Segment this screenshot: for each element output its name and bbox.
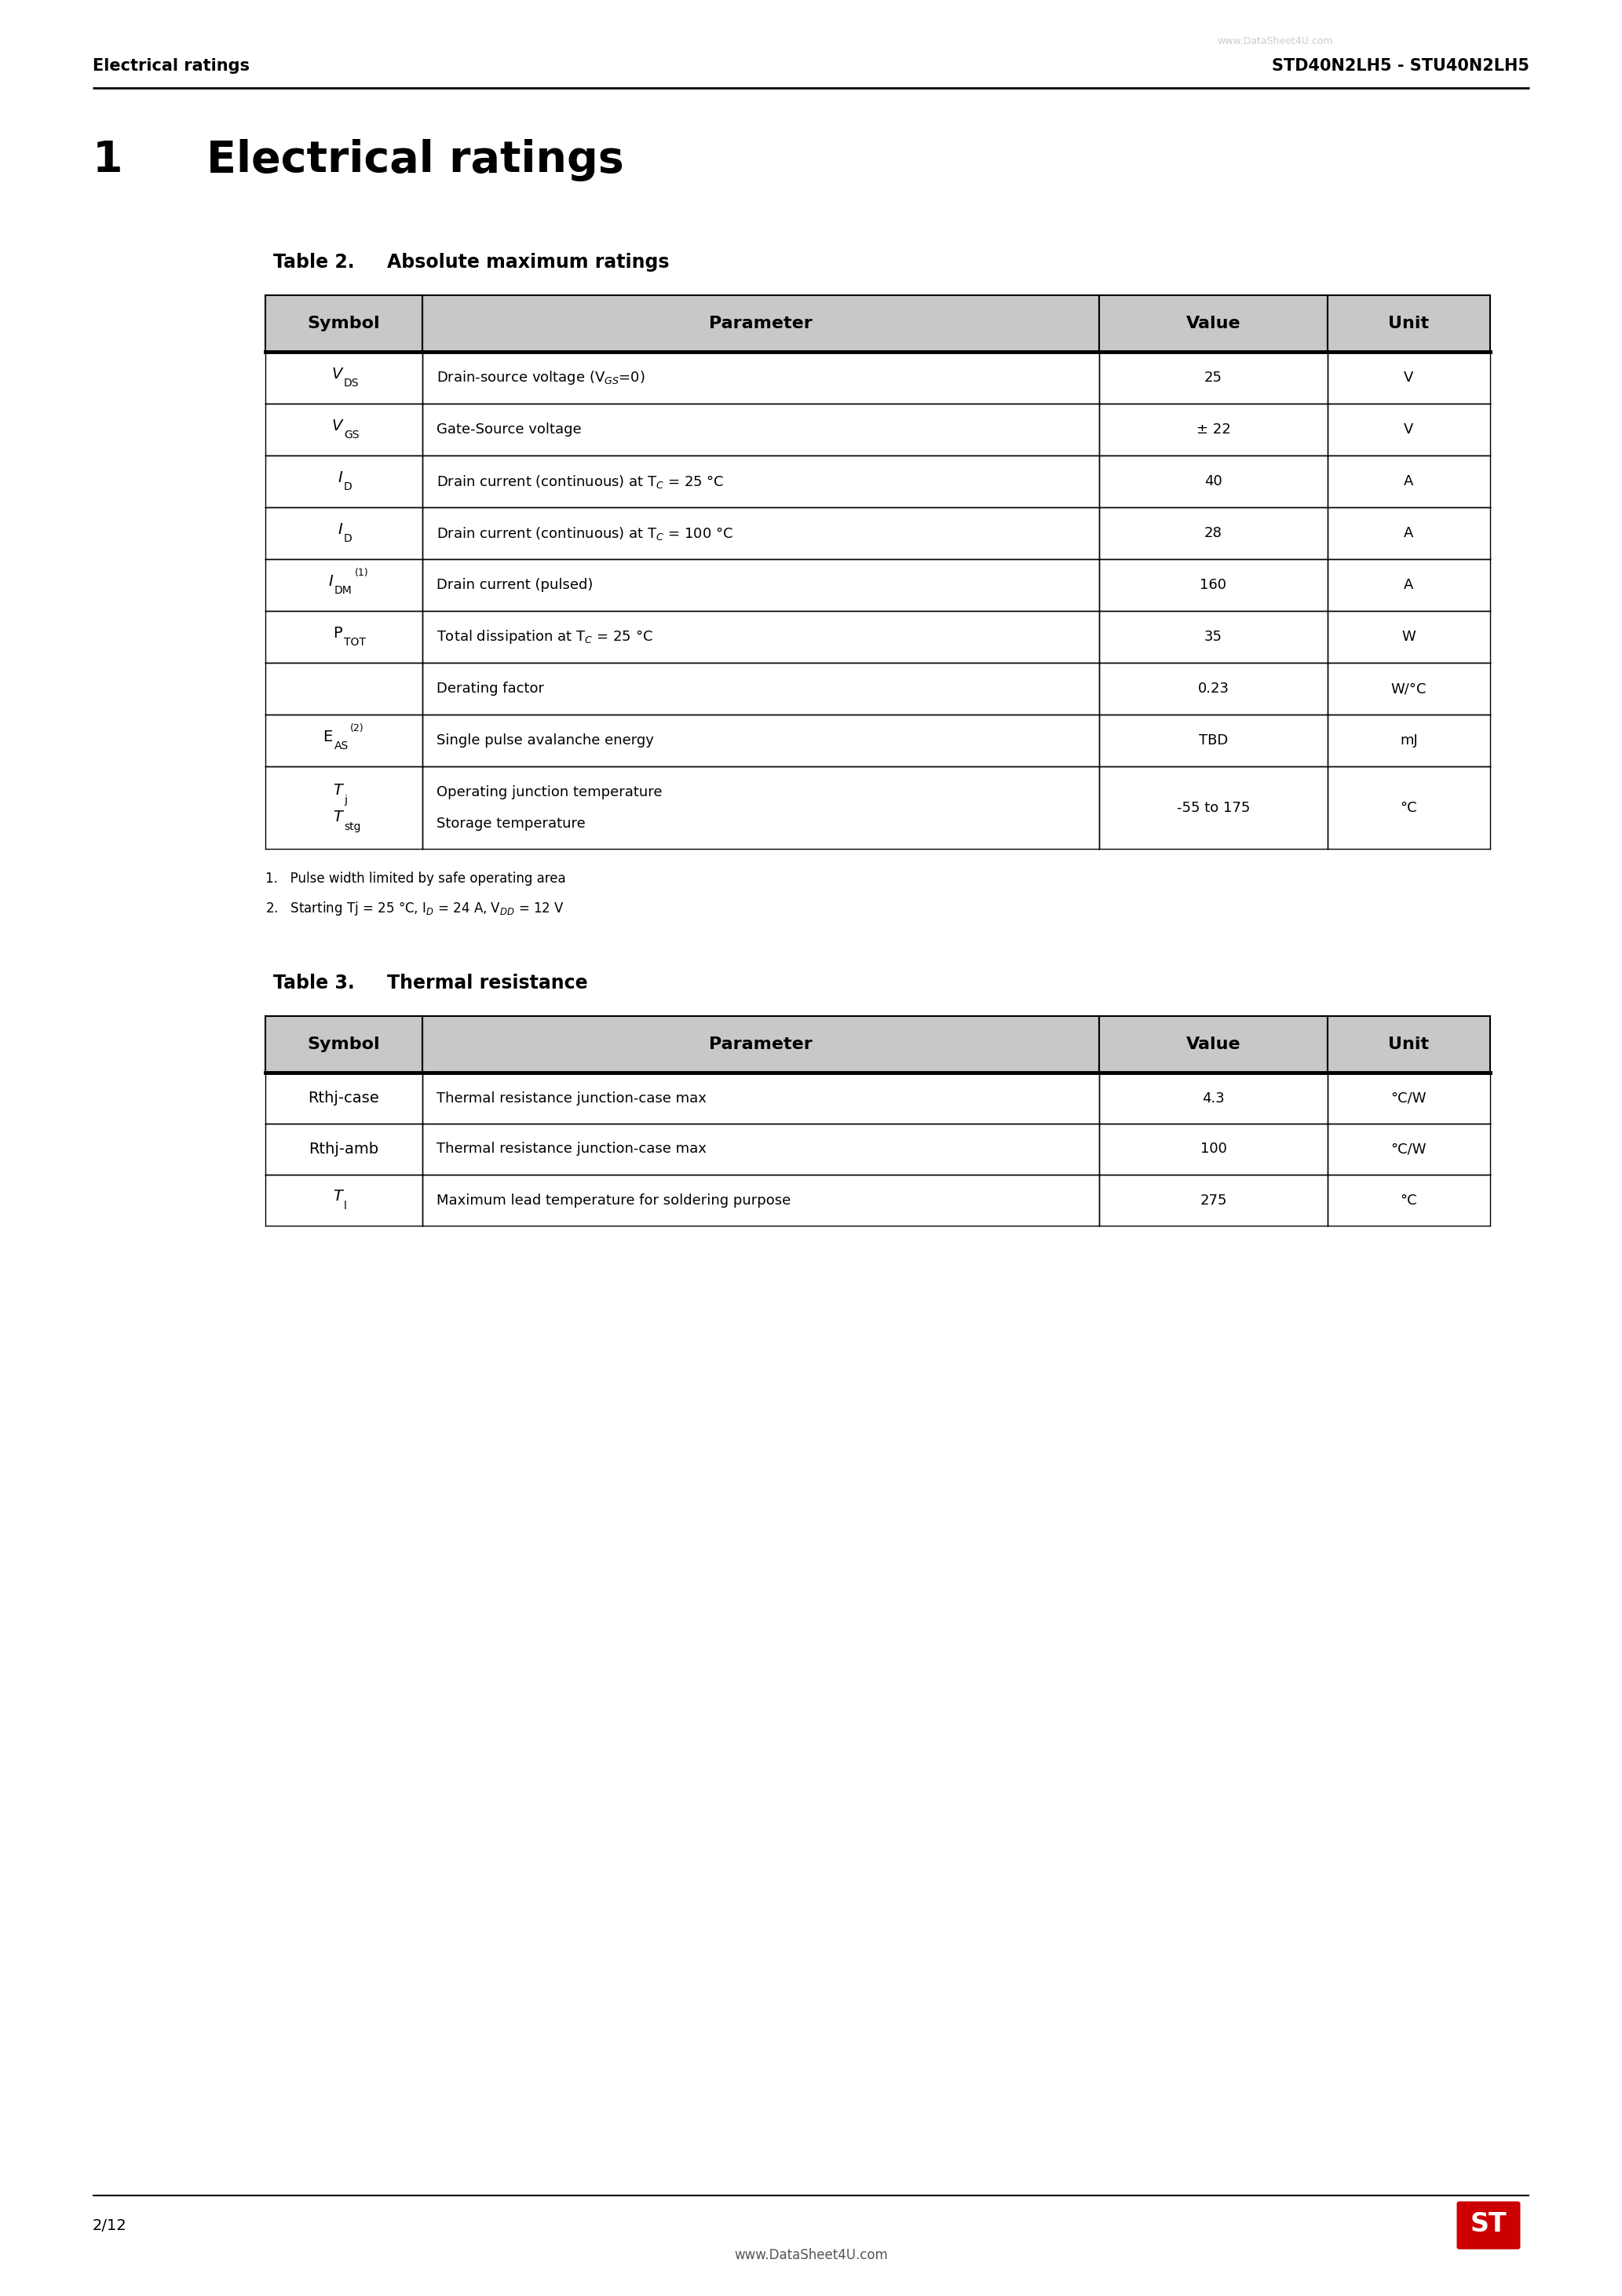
Text: A: A	[1403, 526, 1413, 540]
Text: 100: 100	[1200, 1141, 1226, 1157]
Text: j: j	[344, 794, 347, 806]
Text: Rthj-amb: Rthj-amb	[308, 1141, 378, 1157]
Text: Electrical ratings: Electrical ratings	[92, 57, 250, 73]
Text: V: V	[1403, 370, 1413, 386]
Text: Storage temperature: Storage temperature	[436, 817, 586, 831]
Text: Unit: Unit	[1388, 1035, 1429, 1052]
Text: www.DataSheet4U.com: www.DataSheet4U.com	[1216, 37, 1333, 46]
Text: TOT: TOT	[344, 636, 365, 647]
Text: T: T	[333, 783, 342, 797]
Text: mJ: mJ	[1400, 732, 1418, 748]
Text: T: T	[333, 1189, 342, 1203]
Text: Parameter: Parameter	[709, 1035, 813, 1052]
Text: Value: Value	[1186, 1035, 1241, 1052]
Bar	[1327, 1017, 1491, 1072]
Text: T: T	[333, 810, 342, 824]
Text: Value: Value	[1186, 315, 1241, 331]
Text: °C: °C	[1400, 1194, 1418, 1208]
Bar	[422, 1017, 1100, 1072]
Text: 160: 160	[1200, 579, 1226, 592]
Text: 1: 1	[92, 140, 123, 181]
FancyBboxPatch shape	[1457, 2202, 1520, 2250]
Text: °C: °C	[1400, 801, 1418, 815]
Text: TBD: TBD	[1199, 732, 1228, 748]
Text: Drain-source voltage (V$_{GS}$=0): Drain-source voltage (V$_{GS}$=0)	[436, 370, 646, 386]
Text: Operating junction temperature: Operating junction temperature	[436, 785, 662, 799]
Text: D: D	[344, 482, 352, 491]
Text: 28: 28	[1204, 526, 1223, 540]
Text: Thermal resistance: Thermal resistance	[388, 974, 587, 992]
Text: 0.23: 0.23	[1197, 682, 1229, 696]
Bar	[266, 1017, 422, 1072]
Text: STD40N2LH5 - STU40N2LH5: STD40N2LH5 - STU40N2LH5	[1272, 57, 1530, 73]
Text: 40: 40	[1205, 475, 1223, 489]
Text: AS: AS	[334, 742, 349, 751]
Text: DM: DM	[334, 585, 352, 597]
Text: 2.   Starting Tj = 25 °C, I$_D$ = 24 A, V$_{DD}$ = 12 V: 2. Starting Tj = 25 °C, I$_D$ = 24 A, V$…	[266, 900, 564, 916]
Text: (2): (2)	[350, 723, 363, 735]
Text: I: I	[337, 471, 342, 484]
Text: -55 to 175: -55 to 175	[1176, 801, 1251, 815]
Text: Absolute maximum ratings: Absolute maximum ratings	[388, 253, 670, 271]
Text: Single pulse avalanche energy: Single pulse avalanche energy	[436, 732, 654, 748]
Bar	[1100, 296, 1327, 351]
Text: l: l	[344, 1201, 347, 1212]
Text: 275: 275	[1200, 1194, 1226, 1208]
Bar	[1100, 1017, 1327, 1072]
Text: W/°C: W/°C	[1390, 682, 1426, 696]
Text: Unit: Unit	[1388, 315, 1429, 331]
Text: 2/12: 2/12	[92, 2218, 127, 2232]
Text: (1): (1)	[355, 567, 368, 579]
Text: W: W	[1401, 629, 1416, 643]
Text: Derating factor: Derating factor	[436, 682, 543, 696]
Text: Table 3.: Table 3.	[272, 974, 355, 992]
Text: I: I	[328, 574, 333, 588]
Text: A: A	[1403, 475, 1413, 489]
Text: DS: DS	[344, 379, 358, 388]
Bar	[422, 296, 1100, 351]
Text: www.DataSheet4U.com: www.DataSheet4U.com	[735, 2248, 887, 2262]
Text: Thermal resistance junction-case max: Thermal resistance junction-case max	[436, 1091, 706, 1104]
Text: V: V	[331, 367, 342, 381]
Text: P: P	[333, 625, 342, 641]
Text: 35: 35	[1204, 629, 1223, 643]
Text: Drain current (pulsed): Drain current (pulsed)	[436, 579, 592, 592]
Text: V: V	[331, 418, 342, 434]
Text: Rthj-case: Rthj-case	[308, 1091, 380, 1107]
Text: 4.3: 4.3	[1202, 1091, 1225, 1104]
Text: D: D	[344, 533, 352, 544]
Text: Maximum lead temperature for soldering purpose: Maximum lead temperature for soldering p…	[436, 1194, 790, 1208]
Text: stg: stg	[344, 822, 360, 831]
Bar	[1327, 296, 1491, 351]
Text: 25: 25	[1204, 370, 1223, 386]
Text: ± 22: ± 22	[1195, 422, 1231, 436]
Text: °C/W: °C/W	[1390, 1141, 1426, 1157]
Text: Electrical ratings: Electrical ratings	[206, 140, 624, 181]
Text: E: E	[323, 730, 333, 744]
Text: Symbol: Symbol	[308, 315, 380, 331]
Text: Parameter: Parameter	[709, 315, 813, 331]
Text: I: I	[337, 521, 342, 537]
Text: Drain current (continuous) at T$_C$ = 100 °C: Drain current (continuous) at T$_C$ = 10…	[436, 526, 733, 542]
Text: ST: ST	[1470, 2211, 1507, 2236]
Text: Thermal resistance junction-case max: Thermal resistance junction-case max	[436, 1141, 706, 1157]
Text: V: V	[1403, 422, 1413, 436]
Text: GS: GS	[344, 429, 358, 441]
Text: Gate-Source voltage: Gate-Source voltage	[436, 422, 581, 436]
Text: Symbol: Symbol	[308, 1035, 380, 1052]
Text: °C/W: °C/W	[1390, 1091, 1426, 1104]
Text: 1.   Pulse width limited by safe operating area: 1. Pulse width limited by safe operating…	[266, 872, 566, 886]
Text: Drain current (continuous) at T$_C$ = 25 °C: Drain current (continuous) at T$_C$ = 25…	[436, 473, 723, 489]
Text: Table 2.: Table 2.	[272, 253, 355, 271]
Bar	[266, 296, 422, 351]
Text: A: A	[1403, 579, 1413, 592]
Text: Total dissipation at T$_C$ = 25 °C: Total dissipation at T$_C$ = 25 °C	[436, 629, 652, 645]
